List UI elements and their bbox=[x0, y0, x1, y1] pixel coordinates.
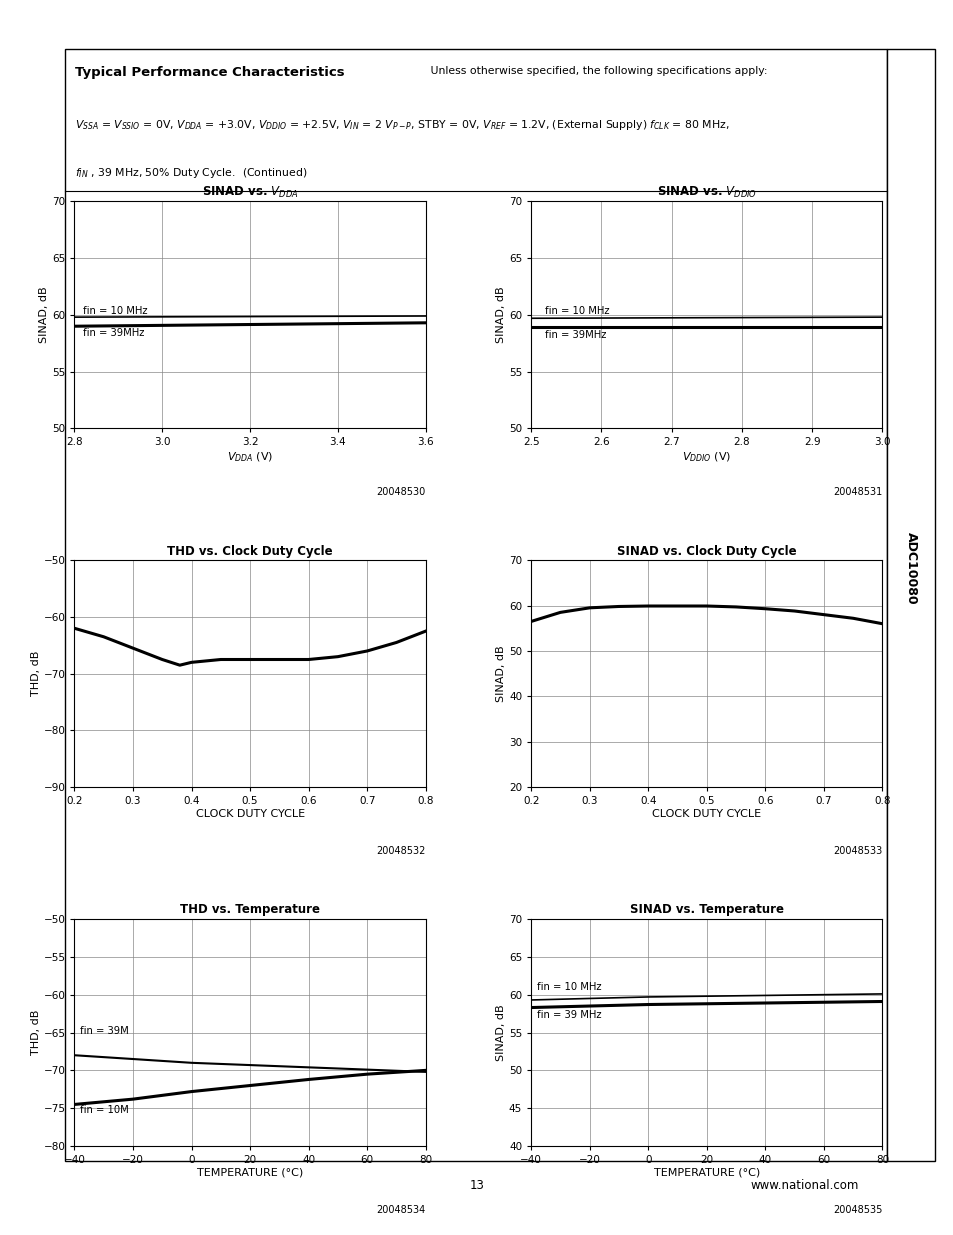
Title: THD vs. Clock Duty Cycle: THD vs. Clock Duty Cycle bbox=[167, 545, 333, 557]
Y-axis label: SINAD, dB: SINAD, dB bbox=[496, 1004, 505, 1061]
Text: fin = 10 MHz: fin = 10 MHz bbox=[83, 306, 148, 316]
Text: fin = 39MHz: fin = 39MHz bbox=[544, 330, 606, 341]
Text: 20048532: 20048532 bbox=[376, 846, 425, 856]
Text: fin = 39 MHz: fin = 39 MHz bbox=[537, 1010, 600, 1020]
Title: SINAD vs. $V_{DDA}$: SINAD vs. $V_{DDA}$ bbox=[202, 185, 298, 200]
Y-axis label: SINAD, dB: SINAD, dB bbox=[496, 646, 506, 701]
X-axis label: $V_{DDIO}$ (V): $V_{DDIO}$ (V) bbox=[681, 451, 731, 464]
Text: fin = 10 MHz: fin = 10 MHz bbox=[544, 306, 609, 316]
Title: SINAD vs. $V_{DDIO}$: SINAD vs. $V_{DDIO}$ bbox=[656, 185, 756, 200]
Y-axis label: SINAD, dB: SINAD, dB bbox=[496, 287, 505, 343]
Text: Unless otherwise specified, the following specifications apply:: Unless otherwise specified, the followin… bbox=[426, 67, 766, 77]
Y-axis label: THD, dB: THD, dB bbox=[30, 651, 41, 697]
Text: 20048530: 20048530 bbox=[376, 488, 425, 498]
Title: SINAD vs. Temperature: SINAD vs. Temperature bbox=[629, 904, 783, 916]
Y-axis label: THD, dB: THD, dB bbox=[30, 1010, 41, 1055]
X-axis label: TEMPERATURE (°C): TEMPERATURE (°C) bbox=[653, 1168, 760, 1178]
Text: fin = 10M: fin = 10M bbox=[80, 1105, 129, 1115]
Title: SINAD vs. Clock Duty Cycle: SINAD vs. Clock Duty Cycle bbox=[617, 545, 796, 557]
Text: www.national.com: www.national.com bbox=[749, 1179, 858, 1192]
Text: 20048533: 20048533 bbox=[832, 846, 882, 856]
X-axis label: CLOCK DUTY CYCLE: CLOCK DUTY CYCLE bbox=[652, 809, 760, 819]
Text: $V_{SSA}$ = $V_{SSIO}$ = 0V, $V_{DDA}$ = +3.0V, $V_{DDIO}$ = +2.5V, $V_{IN}$ = 2: $V_{SSA}$ = $V_{SSIO}$ = 0V, $V_{DDA}$ =… bbox=[74, 117, 728, 132]
Text: 20048534: 20048534 bbox=[376, 1205, 425, 1215]
X-axis label: TEMPERATURE (°C): TEMPERATURE (°C) bbox=[196, 1168, 303, 1178]
Title: THD vs. Temperature: THD vs. Temperature bbox=[180, 904, 320, 916]
Text: 20048535: 20048535 bbox=[832, 1205, 882, 1215]
Text: 20048531: 20048531 bbox=[832, 488, 882, 498]
Text: 13: 13 bbox=[469, 1179, 484, 1192]
X-axis label: CLOCK DUTY CYCLE: CLOCK DUTY CYCLE bbox=[195, 809, 304, 819]
Text: $f_{IN}$ , 39 MHz, 50% Duty Cycle.  (Continued): $f_{IN}$ , 39 MHz, 50% Duty Cycle. (Cont… bbox=[74, 165, 307, 180]
Text: Typical Performance Characteristics: Typical Performance Characteristics bbox=[74, 67, 344, 79]
Text: ADC10080: ADC10080 bbox=[903, 532, 917, 604]
Text: fin = 39M: fin = 39M bbox=[80, 1026, 129, 1036]
Text: fin = 10 MHz: fin = 10 MHz bbox=[537, 982, 600, 992]
Text: fin = 39MHz: fin = 39MHz bbox=[83, 329, 145, 338]
X-axis label: $V_{DDA}$ (V): $V_{DDA}$ (V) bbox=[227, 451, 273, 464]
Y-axis label: SINAD, dB: SINAD, dB bbox=[39, 287, 50, 343]
